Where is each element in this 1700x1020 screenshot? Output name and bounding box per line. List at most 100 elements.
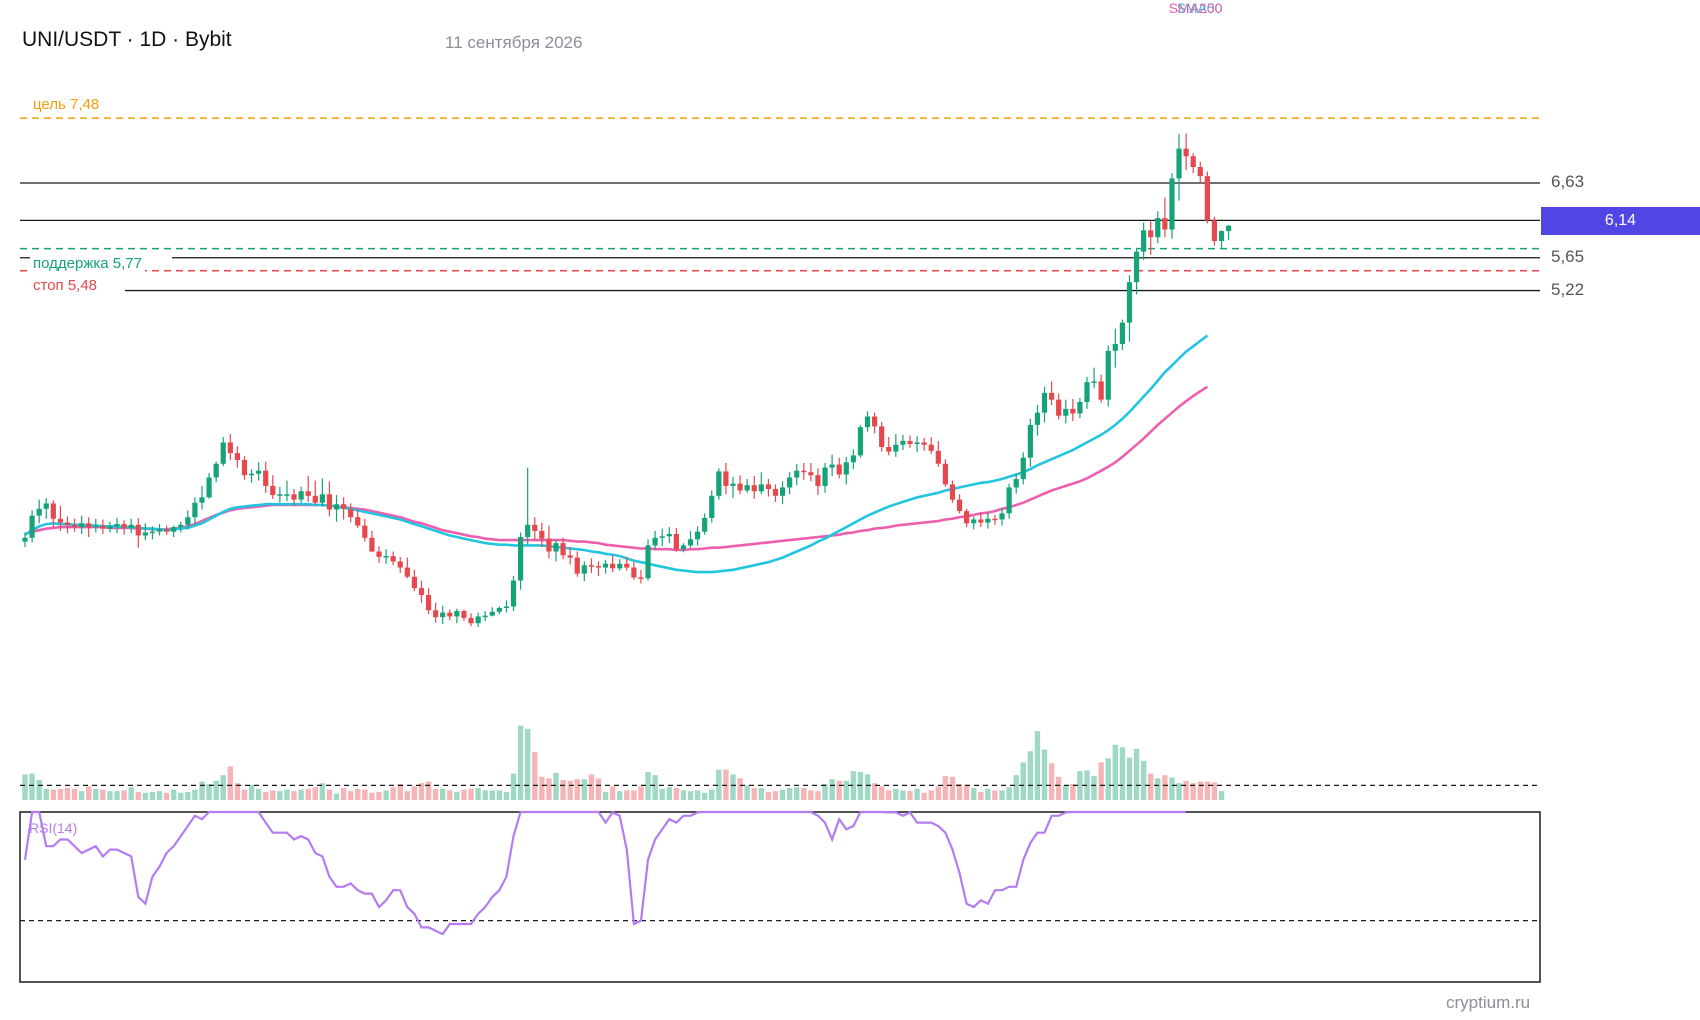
volume-bar xyxy=(220,775,226,800)
volume-bar xyxy=(1133,748,1140,800)
candle-body xyxy=(291,494,297,500)
volume-bar xyxy=(701,792,708,800)
volume-bar xyxy=(340,788,347,800)
chart-title: UNI/USDT · 1D · Bybit xyxy=(22,28,232,51)
volume-bar xyxy=(114,791,120,800)
volume-bar xyxy=(255,788,262,800)
volume-bar xyxy=(185,792,191,800)
candle-body xyxy=(518,537,524,581)
volume-bar xyxy=(163,792,170,800)
volume-bar xyxy=(29,773,35,800)
volume-bar xyxy=(121,790,127,800)
volume-bar xyxy=(36,780,42,800)
candle-body xyxy=(496,607,502,612)
candle-body xyxy=(971,519,977,524)
candle-body xyxy=(779,487,786,496)
candle-body xyxy=(149,531,156,534)
candle-body xyxy=(86,523,92,528)
volume-bar xyxy=(170,789,177,800)
volume-bar xyxy=(808,790,814,800)
candle-body xyxy=(730,483,736,486)
volume-bar xyxy=(1091,776,1097,800)
candle-body xyxy=(1049,392,1055,400)
volume-bar xyxy=(645,772,651,800)
candle-body xyxy=(376,551,382,557)
volume-bar xyxy=(475,788,481,800)
candle-body xyxy=(284,494,290,496)
candle-body xyxy=(114,524,120,527)
candle-body xyxy=(794,470,800,478)
candle-body xyxy=(383,556,389,558)
volume-bar xyxy=(843,780,849,800)
candle-body xyxy=(716,471,722,496)
candle-body xyxy=(185,517,191,525)
volume-bar xyxy=(1105,758,1111,800)
volume-bar xyxy=(1155,778,1161,800)
volume-bar xyxy=(135,792,141,800)
candle-body xyxy=(985,518,991,523)
volume-bar xyxy=(461,789,467,800)
candle-body xyxy=(164,529,170,532)
candle-body xyxy=(1020,457,1026,480)
current-price-badge: 6,14 xyxy=(1541,207,1700,235)
candle-body xyxy=(581,565,587,574)
volume-bar xyxy=(263,792,269,800)
volume-bar xyxy=(1169,777,1175,800)
volume-bar xyxy=(333,793,340,800)
volume-bar xyxy=(404,791,411,800)
volume-bar xyxy=(624,790,630,800)
volume-bar xyxy=(510,773,517,800)
volume-bar xyxy=(1013,775,1019,800)
volume-bar xyxy=(1098,762,1104,800)
candle-body xyxy=(1197,166,1203,177)
candle-body xyxy=(638,577,644,579)
candle-body xyxy=(22,537,28,542)
candle-body xyxy=(645,545,651,579)
volume-bar xyxy=(949,776,956,800)
candle-body xyxy=(872,416,878,427)
candle-body xyxy=(964,511,970,524)
volume-bar xyxy=(744,785,750,800)
candle-body xyxy=(737,483,743,491)
volume-bar xyxy=(680,790,687,800)
volume-bar xyxy=(432,788,439,800)
candle-body xyxy=(305,491,311,496)
volume-bar xyxy=(50,789,57,800)
candle-body xyxy=(751,485,757,492)
candle-body xyxy=(914,442,920,444)
volume-bar xyxy=(376,792,382,800)
candle-body xyxy=(723,471,729,486)
candle-body xyxy=(1027,424,1033,458)
volume-bar xyxy=(1197,781,1203,800)
candle-body xyxy=(369,537,375,552)
candle-body xyxy=(411,576,417,589)
volume-bar xyxy=(1048,763,1055,800)
candle-body xyxy=(312,495,318,503)
volume-bar xyxy=(1140,760,1147,800)
candle-body xyxy=(595,566,602,568)
volume-bar xyxy=(822,784,828,800)
volume-bar xyxy=(418,783,425,800)
candle-body xyxy=(1155,218,1161,238)
volume-bar xyxy=(57,788,64,800)
candle-body xyxy=(992,518,998,521)
candle-body xyxy=(1091,381,1097,383)
volume-bar xyxy=(751,788,757,800)
candle-body xyxy=(1070,408,1076,414)
volume-bar xyxy=(100,789,106,800)
candle-body xyxy=(610,563,616,569)
candle-body xyxy=(1041,392,1048,413)
volume-bar xyxy=(963,784,970,800)
volume-bar xyxy=(815,791,821,800)
candle-body xyxy=(949,484,956,500)
candle-body xyxy=(1141,230,1147,252)
candle-body xyxy=(553,543,559,552)
volume-bar xyxy=(631,790,637,800)
volume-bar xyxy=(992,790,998,800)
volume-bar xyxy=(178,792,184,800)
volume-bar xyxy=(659,788,665,800)
volume-bar xyxy=(652,775,658,800)
volume-bar xyxy=(383,790,389,800)
candle-body xyxy=(135,524,141,536)
